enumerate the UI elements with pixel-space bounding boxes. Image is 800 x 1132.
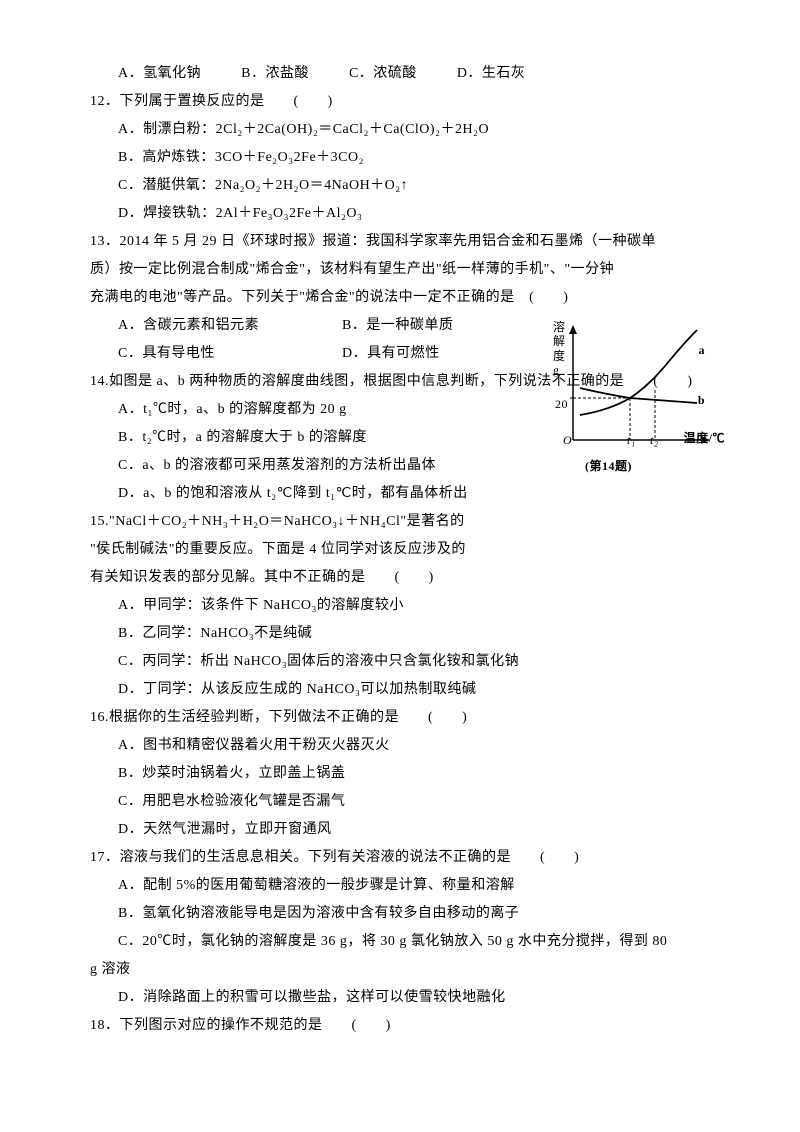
tick-20: 20 [555, 392, 568, 416]
origin: O [563, 428, 572, 452]
solubility-chart: 溶 解 度 g 20 O t₁ t₂ a b 温度/℃ (第14题) [535, 320, 715, 480]
q11-d: D．生石灰 [457, 60, 526, 88]
q11-c: C．浓硫酸 [349, 60, 417, 88]
curve-a-label: a [699, 338, 706, 362]
q14-b: B．t₂℃时，a 的溶解度大于 b 的溶解度 [90, 424, 490, 452]
q13-stem-3: 充满电的电池"等产品。下列关于"烯合金"的说法中一定不正确的是 ( ) [90, 284, 710, 312]
q17-d: D．消除路面上的积雪可以撒些盐，这样可以使雪较快地融化 [90, 984, 710, 1012]
q11-a: A．氢氧化钠 [118, 60, 201, 88]
x-axis-label: 温度/℃ [684, 426, 725, 450]
q12-a: A．制漂白粉：2Cl₂＋2Ca(OH)₂＝CaCl₂＋Ca(ClO)₂＋2H₂O [90, 116, 710, 144]
q15-d: D．丁同学：从该反应生成的 NaHCO₃可以加热制取纯碱 [90, 676, 710, 704]
q14-c: C．a、b 的溶液都可采用蒸发溶剂的方法析出晶体 [90, 452, 490, 480]
q11-b: B．浓盐酸 [241, 60, 309, 88]
q12-stem: 12．下列属于置换反应的是 ( ) [90, 88, 710, 116]
q16-c: C．用肥皂水检验液化气罐是否漏气 [90, 788, 710, 816]
y-axis-label: 溶 解 度 g [553, 320, 566, 378]
q16-b: B．炒菜时油锅着火，立即盖上锅盖 [90, 760, 710, 788]
q14-d: D．a、b 的饱和溶液从 t₂℃降到 t₁℃时，都有晶体析出 [90, 480, 490, 508]
q12-b: B．高炉炼铁：3CO＋Fe₂O₃2Fe＋3CO₂ [90, 144, 710, 172]
q17-a: A．配制 5%的医用葡萄糖溶液的一般步骤是计算、称量和溶解 [90, 872, 710, 900]
q17-c2: g 溶液 [90, 956, 710, 984]
q15-stem-2: "侯氏制碱法"的重要反应。下面是 4 位同学对该反应涉及的 [90, 536, 490, 564]
curve-b-label: b [698, 388, 705, 412]
t2-label: t₂ [650, 428, 659, 452]
q16-a: A．图书和精密仪器着火用干粉灭火器灭火 [90, 732, 710, 760]
q16-stem: 16.根据你的生活经验判断，下列做法不正确的是 ( ) [90, 704, 710, 732]
y-label-2: 解 [553, 334, 566, 348]
q17-b: B．氢氧化钠溶液能导电是因为溶液中含有较多自由移动的离子 [90, 900, 710, 928]
q12-d: D．焊接铁轨：2Al＋Fe₃O₃2Fe＋Al₂O₃ [90, 200, 710, 228]
q13-a: A．含碳元素和铝元素 [118, 312, 338, 340]
q14-a: A．t₁℃时，a、b 的溶解度都为 20 g [90, 396, 490, 424]
y-label-1: 溶 [553, 320, 566, 334]
q15-stem-3: 有关知识发表的部分见解。其中不正确的是 ( ) [90, 564, 710, 592]
q15-c: C．丙同学：析出 NaHCO₃固体后的溶液中只含氯化铵和氯化钠 [90, 648, 710, 676]
y-label-unit: g [553, 363, 566, 377]
q15-stem-1: 15."NaCl＋CO₂＋NH₃＋H₂O＝NaHCO₃↓＋NH₄Cl"是著名的 [90, 508, 490, 536]
q15-a: A．甲同学：该条件下 NaHCO₃的溶解度较小 [90, 592, 710, 620]
q18-stem: 18．下列图示对应的操作不规范的是 ( ) [90, 1012, 710, 1040]
q16-d: D．天然气泄漏时，立即开窗通风 [90, 816, 710, 844]
q13-stem-1: 13．2014 年 5 月 29 日《环球时报》报道：我国科学家率先用铝合金和石… [90, 228, 710, 256]
y-label-3: 度 [553, 349, 566, 363]
q12-c: C．潜艇供氧：2Na₂O₂＋2H₂O＝4NaOH＋O₂↑ [90, 172, 710, 200]
q17-stem: 17．溶液与我们的生活息息相关。下列有关溶液的说法不正确的是 ( ) [90, 844, 710, 872]
q13-stem-2: 质）按一定比例混合制成"烯合金"，该材料有望生产出"纸一样薄的手机"、"一分钟 [90, 256, 710, 284]
q11-options: A．氢氧化钠 B．浓盐酸 C．浓硫酸 D．生石灰 [90, 60, 710, 88]
q17-c1: C．20℃时，氯化钠的溶解度是 36 g，将 30 g 氯化钠放入 50 g 水… [90, 928, 710, 956]
q13-d: D．具有可燃性 [342, 346, 440, 361]
q13-b: B．是一种碳单质 [342, 318, 453, 333]
q13-c: C．具有导电性 [118, 340, 338, 368]
figure-caption: (第14题) [585, 454, 632, 478]
t1-label: t₁ [627, 428, 636, 452]
q15-b: B．乙同学：NaHCO₃不是纯碱 [90, 620, 710, 648]
